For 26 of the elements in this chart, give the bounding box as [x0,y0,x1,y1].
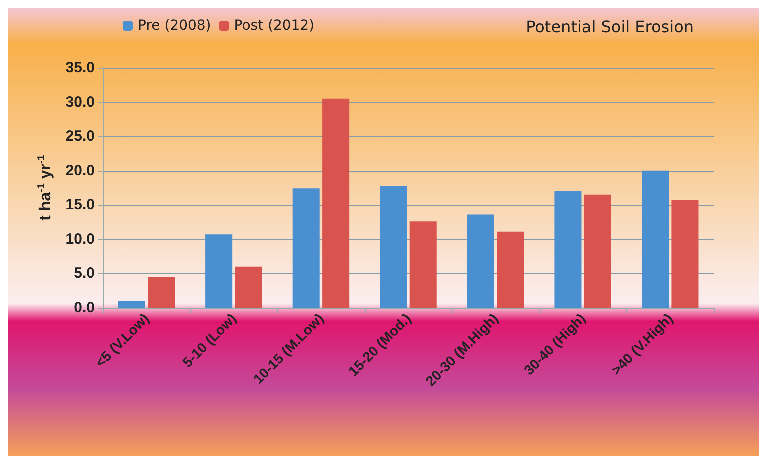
bar [467,214,494,308]
bar [642,170,670,308]
bar [380,186,408,308]
bar [292,188,320,308]
bar [554,191,582,308]
chart-title: Potential Soil Erosion [526,18,694,36]
bar [206,234,233,308]
y-tick-label: 35.0 [66,60,95,76]
y-tick-label: 0.0 [74,300,95,316]
y-tick-label: 20.0 [66,162,95,180]
y-tick-label: 10.0 [66,230,95,248]
legend-label: Pre (2008) [138,18,212,34]
y-tick-label: 15.0 [66,196,95,214]
bar [235,266,262,308]
bar [118,301,146,308]
y-tick-label: 25.0 [66,128,95,146]
bar [672,200,699,308]
bar [410,222,437,308]
bar [584,194,612,308]
y-axis-title: t ha-1 yr-1 [36,154,54,221]
y-tick-label: 5.0 [74,265,95,282]
bar [148,277,176,308]
bar [322,98,350,308]
y-tick-label: 30.0 [66,94,95,111]
legend-label: Post (2012) [234,18,315,34]
bar [497,232,524,308]
